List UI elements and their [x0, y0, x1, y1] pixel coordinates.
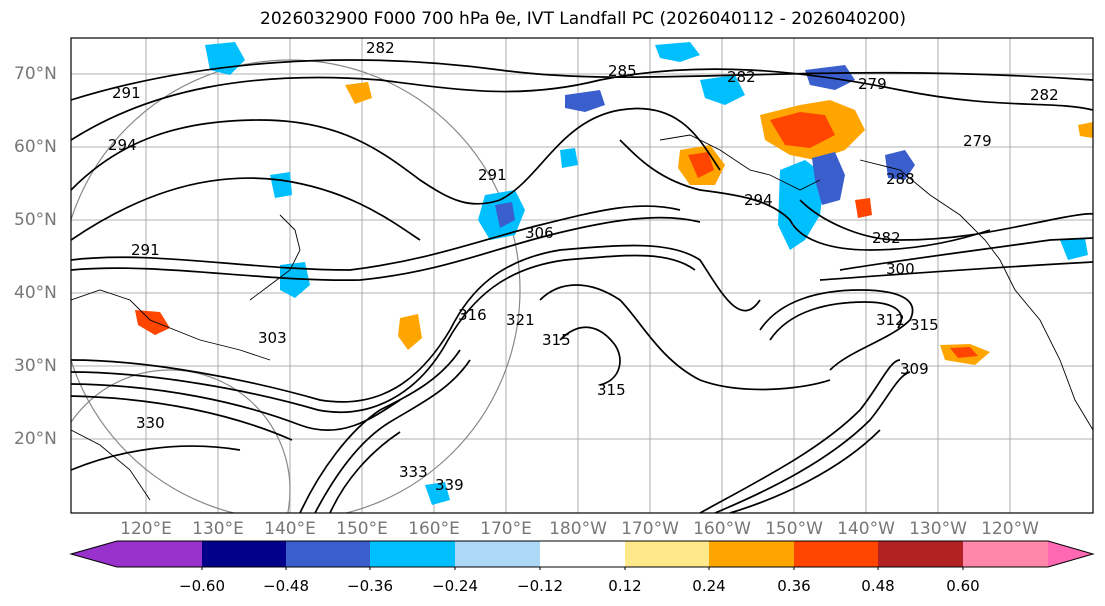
- contour-label: 315: [910, 316, 939, 334]
- lon-label: 130°W: [909, 519, 967, 539]
- colorbar-tick-label: 0.24: [692, 577, 726, 595]
- contour-label: 321: [506, 311, 535, 329]
- colorbar-tick-label: 0.12: [608, 577, 642, 595]
- colorbar-swatch: [117, 541, 202, 567]
- lon-label: 140°E: [264, 519, 316, 539]
- lon-label: 150°W: [765, 519, 823, 539]
- contour-label: 312: [876, 311, 905, 329]
- reference-circles: [71, 59, 521, 513]
- contour-label: 330: [136, 414, 165, 432]
- colorbar-swatch: [878, 541, 963, 567]
- contour-label: 333: [399, 463, 428, 481]
- lat-label: 60°N: [14, 137, 57, 157]
- colorbar-tick-label: −0.24: [432, 577, 478, 595]
- colorbar-tick-label: −0.36: [347, 577, 393, 595]
- contour-label: 294: [744, 191, 773, 209]
- contour-label: 309: [900, 360, 929, 378]
- contour-label: 303: [258, 329, 287, 347]
- contour-label: 291: [131, 241, 160, 259]
- colorbar-swatch: [625, 541, 709, 567]
- colorbar-swatch: [455, 541, 540, 567]
- lon-label: 140°W: [837, 519, 895, 539]
- contour-label: 339: [435, 476, 464, 494]
- lat-label: 20°N: [14, 429, 57, 449]
- lon-label: 170°E: [480, 519, 532, 539]
- lat-label: 70°N: [14, 64, 57, 84]
- contour-label: 294: [108, 136, 137, 154]
- colorbar-outline: [69, 540, 1095, 568]
- contour-labels: 282 285 282 279 291 294 291 306 294 282 …: [108, 39, 1059, 494]
- colorbar-swatch: [709, 541, 794, 567]
- colorbar-swatch: [370, 541, 455, 567]
- contour-label: 279: [963, 132, 992, 150]
- contour-label: 315: [542, 331, 571, 349]
- contour-label: 291: [112, 84, 141, 102]
- contour-label: 316: [458, 306, 487, 324]
- colorbar-swatch: [963, 541, 1048, 567]
- contour-label: 306: [525, 224, 554, 242]
- colorbar-extend-high: [1048, 541, 1093, 567]
- contour-label: 291: [478, 166, 507, 184]
- lon-label: 180°W: [549, 519, 607, 539]
- lon-label: 160°E: [408, 519, 460, 539]
- figure-title: 2026032900 F000 700 hPa θe, IVT Landfall…: [260, 9, 906, 29]
- colorbar: [69, 540, 1095, 570]
- lon-label: 130°E: [192, 519, 244, 539]
- colorbar-tick-label: −0.48: [263, 577, 309, 595]
- colorbar-swatch: [794, 541, 878, 567]
- colorbar-extend-low: [71, 541, 117, 567]
- contour-label: 315: [597, 381, 626, 399]
- lat-label: 40°N: [14, 283, 57, 303]
- contour-label: 282: [727, 68, 756, 86]
- coastlines: [71, 134, 1093, 501]
- colorbar-tick-label: 0.48: [861, 577, 895, 595]
- contour-label: 282: [872, 229, 901, 247]
- lon-label: 120°E: [120, 519, 172, 539]
- colorbar-tick-label: −0.12: [517, 577, 563, 595]
- colorbar-tick-label: 0.36: [777, 577, 811, 595]
- lon-label: 150°E: [336, 519, 388, 539]
- lat-label: 30°N: [14, 356, 57, 376]
- contour-label: 279: [858, 75, 887, 93]
- lon-label: 160°W: [693, 519, 751, 539]
- contour-label: 282: [366, 39, 395, 57]
- contour-label: 285: [608, 62, 637, 80]
- colorbar-tick-label: −0.60: [179, 577, 225, 595]
- lon-label: 170°W: [621, 519, 679, 539]
- colorbar-swatch: [202, 541, 286, 567]
- lat-label: 50°N: [14, 210, 57, 230]
- graticule: [71, 38, 1093, 513]
- map-frame: [70, 37, 1094, 514]
- contour-label: 288: [886, 170, 915, 188]
- map-plot: 282 285 282 279 291 294 291 306 294 282 …: [70, 37, 1094, 514]
- colorbar-tick-label: 0.60: [946, 577, 980, 595]
- contour-label: 300: [886, 260, 915, 278]
- colorbar-swatch: [286, 541, 370, 567]
- theta-e-contours: [71, 59, 1093, 513]
- lon-label: 120°W: [981, 519, 1039, 539]
- colorbar-swatch: [540, 541, 625, 567]
- contour-label: 282: [1030, 86, 1059, 104]
